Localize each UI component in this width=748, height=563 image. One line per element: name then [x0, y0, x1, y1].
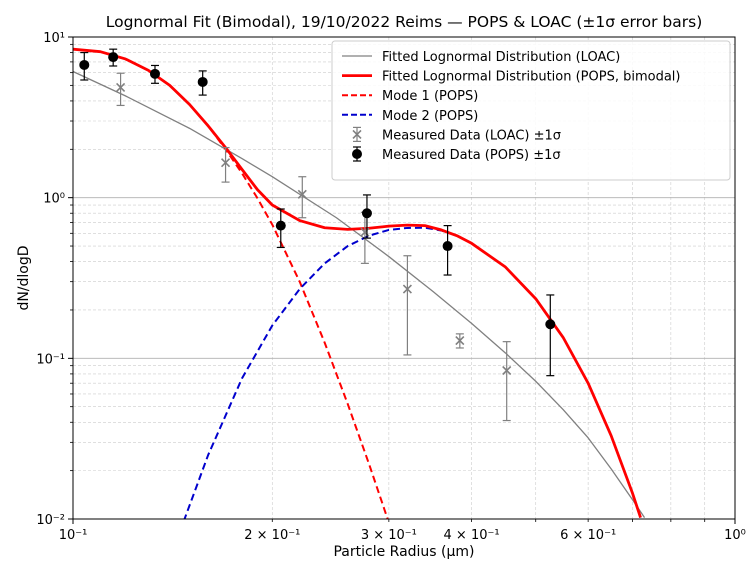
- legend-entry-5: Measured Data (POPS) ±1σ: [352, 146, 561, 163]
- data-point-4-2: [297, 176, 307, 219]
- circle-marker: [361, 208, 372, 219]
- x-tick-label: 10⁻¹: [59, 528, 88, 543]
- legend-entry-1: Fitted Lognormal Distribution (POPS, bim…: [342, 70, 680, 85]
- circle-marker: [79, 59, 90, 70]
- legend-circle-marker: [352, 149, 362, 159]
- data-point-5-6: [442, 225, 453, 276]
- y-axis-label: dN/dlogD: [16, 245, 32, 310]
- legend-label: Measured Data (LOAC) ±1σ: [382, 128, 561, 143]
- legend: Fitted Lognormal Distribution (LOAC) Fitt…: [331, 40, 731, 181]
- x-marker: [297, 189, 307, 199]
- legend-label: Mode 1 (POPS): [382, 89, 478, 104]
- legend-label: Fitted Lognormal Distribution (POPS, bim…: [382, 70, 680, 85]
- circle-marker: [197, 76, 208, 87]
- series-line-0: [73, 70, 646, 518]
- x-tick-label: 2 × 10⁻¹: [244, 528, 300, 543]
- y-tick-label: 10⁻²: [36, 513, 65, 528]
- x-marker: [402, 284, 412, 294]
- legend-x-marker: [352, 129, 362, 139]
- y-tick-label: 10⁻¹: [36, 352, 65, 367]
- y-axis: 10⁻² 10⁻¹ 10⁰ 10¹: [36, 31, 73, 528]
- chart-title: Lognormal Fit (Bimodal), 19/10/2022 Reim…: [106, 13, 703, 31]
- data-point-5-2: [149, 64, 160, 84]
- x-tick-label: 4 × 10⁻¹: [444, 528, 500, 543]
- legend-entry-4: Measured Data (LOAC) ±1σ: [352, 126, 561, 143]
- data-point-5-1: [108, 48, 119, 67]
- x-marker: [220, 158, 231, 168]
- data-point-4-1: [220, 146, 231, 183]
- data-point-5-4: [275, 208, 286, 249]
- data-point-4-0: [116, 72, 126, 107]
- x-marker: [455, 335, 465, 346]
- legend-label: Fitted Lognormal Distribution (LOAC): [382, 50, 620, 65]
- plot-frame: [72, 36, 736, 520]
- legend-frame: [331, 40, 731, 181]
- x-tick-label: 6 × 10⁻¹: [560, 528, 616, 543]
- circle-marker: [442, 241, 453, 252]
- series-layer: [73, 47, 646, 519]
- data-point-5-0: [79, 51, 90, 81]
- x-axis-label: Particle Radius (µm): [333, 544, 474, 560]
- legend-label: Mode 2 (POPS): [382, 109, 478, 124]
- x-marker: [116, 82, 126, 93]
- data-point-5-3: [197, 70, 208, 96]
- legend-entry-3: Mode 2 (POPS): [342, 109, 478, 124]
- circle-marker: [545, 319, 556, 330]
- series-line-1: [73, 47, 642, 519]
- data-point-5-5: [361, 194, 372, 239]
- x-tick-label: 10⁰: [724, 528, 746, 543]
- legend-entry-0: Fitted Lognormal Distribution (LOAC): [342, 50, 620, 65]
- legend-label: Measured Data (POPS) ±1σ: [382, 148, 561, 163]
- y-tick-label: 10¹: [43, 31, 65, 46]
- x-axis: 10⁻¹ 2 × 10⁻¹ 3 × 10⁻¹ 4 × 10⁻¹ 6 × 10⁻¹ 10⁰: [59, 519, 746, 543]
- x-tick-label: 3 × 10⁻¹: [361, 528, 417, 543]
- circle-marker: [108, 52, 119, 63]
- data-point-5-7: [545, 294, 556, 377]
- circle-marker: [275, 220, 286, 231]
- legend-entry-2: Mode 1 (POPS): [342, 89, 478, 104]
- data-point-4-5: [455, 333, 465, 349]
- y-tick-label: 10⁰: [43, 192, 65, 207]
- x-marker: [502, 365, 512, 376]
- data-point-4-6: [502, 341, 512, 422]
- circle-marker: [149, 68, 160, 79]
- data-point-4-4: [402, 255, 412, 356]
